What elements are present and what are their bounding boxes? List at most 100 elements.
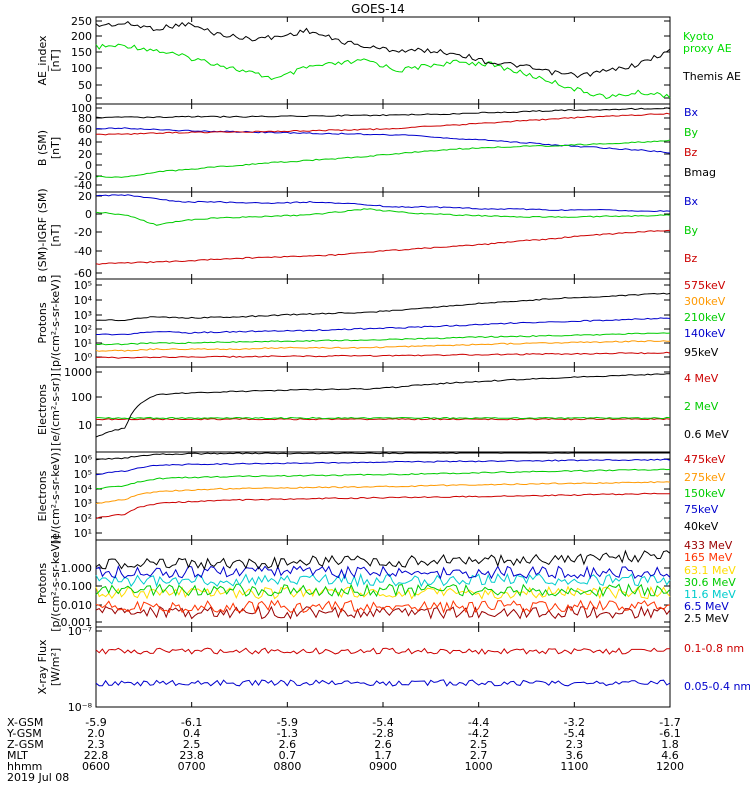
time-row-value: 0800 — [273, 760, 301, 773]
time-row-value: 1100 — [560, 760, 588, 773]
y-tick-label: 0 — [85, 92, 92, 105]
legend-label: 2 MeV — [684, 400, 719, 413]
panel-frame — [95, 16, 671, 105]
y-tick-label: 10⁵ — [74, 468, 92, 481]
time-row-value: -4.4 — [468, 716, 489, 729]
y-tick-label: 100 — [71, 102, 92, 115]
y-axis-label: Protons — [36, 302, 49, 343]
time-row-value: 1000 — [465, 760, 493, 773]
time-row-label: hhmm — [7, 760, 42, 773]
legend-label: 63.1 MeV — [684, 564, 736, 577]
y-tick-label: 10³ — [74, 497, 92, 510]
time-row-value: -5.4 — [564, 727, 585, 740]
series-line — [95, 468, 671, 490]
time-row-value: 2.0 — [87, 727, 105, 740]
time-row-value: 2.6 — [374, 738, 392, 751]
series-line — [95, 20, 671, 79]
panel-6: 0.001 0.010 0.100 1.000 Protons [p/(cm²-s-sr-… — [36, 535, 736, 632]
legend-label: 210keV — [684, 311, 726, 324]
legend-label: 150keV — [684, 487, 726, 500]
time-row-label: MLT — [7, 749, 28, 762]
y-tick-label: 200 — [71, 30, 92, 43]
time-row-value: 1.8 — [661, 738, 679, 751]
y-tick-label: 0 — [85, 159, 92, 172]
y-tick-label: 10⁵ — [74, 279, 92, 292]
y-tick-label: 0.001 — [61, 616, 93, 629]
time-row-label: Z-GSM — [7, 738, 44, 751]
legend-label: Themis AE — [682, 70, 741, 83]
y-tick-label: 10³ — [74, 309, 92, 322]
legend-label: Bz — [684, 252, 698, 265]
series-line — [95, 572, 671, 588]
time-row-value: -5.9 — [85, 716, 106, 729]
legend-label: 475keV — [684, 453, 726, 466]
date-label: 2019 Jul 08 — [7, 771, 69, 784]
y-tick-label: 150 — [71, 46, 92, 59]
y-tick-label: 10¹ — [74, 337, 92, 350]
y-tick-label: -60 — [74, 267, 92, 280]
time-row-value: 0600 — [82, 760, 110, 773]
chart-title: GOES-14 — [351, 2, 405, 16]
series-line — [95, 418, 671, 421]
series-line — [95, 679, 671, 687]
legend-label: By — [684, 224, 699, 237]
time-row-value: 1200 — [656, 760, 684, 773]
y-tick-label: 250 — [71, 15, 92, 28]
legend-label: proxy AE — [683, 42, 732, 55]
y-tick-label: -40 — [74, 179, 92, 192]
y-tick-label: 0.010 — [61, 599, 93, 612]
time-row-value: -1.3 — [277, 727, 298, 740]
legend-label: 0.6 MeV — [684, 428, 729, 441]
panel-frame — [95, 626, 671, 708]
y-tick-label: 60 — [78, 123, 92, 136]
y-tick-label: 20 — [78, 148, 92, 161]
y-tick-label: 20 — [78, 190, 92, 203]
y-tick-label: -20 — [74, 170, 92, 183]
time-row-value: 0.4 — [183, 727, 201, 740]
time-row-value: -5.4 — [372, 716, 393, 729]
legend-label: 11.6 MeV — [684, 588, 736, 601]
legend-label: Kyoto — [683, 30, 714, 43]
y-axis-label: [W/m²] — [49, 648, 62, 686]
legend-label: 165 MeV — [684, 551, 733, 564]
y-tick-label: 10⁰ — [74, 351, 93, 364]
time-row-value: 2.5 — [470, 738, 488, 751]
series-line — [95, 481, 671, 504]
time-row-value: 1.7 — [374, 749, 392, 762]
y-axis-label: Protons — [36, 563, 49, 604]
legend-label: 40keV — [684, 520, 719, 533]
legend-label: 275keV — [684, 471, 726, 484]
time-row-value: 2.3 — [87, 738, 105, 751]
time-row-value: 3.6 — [566, 749, 584, 762]
series-line — [96, 332, 671, 346]
y-axis-label: X-ray Flux — [36, 639, 49, 695]
legend-label: 2.5 MeV — [684, 612, 729, 625]
series-line — [96, 351, 671, 359]
time-row-value: 0900 — [369, 760, 397, 773]
time-row-value: 2.7 — [470, 749, 488, 762]
y-tick-label: 10 — [78, 419, 92, 432]
legend-label: Bz — [684, 146, 698, 159]
y-tick-label: 80 — [78, 112, 92, 125]
series-line — [96, 317, 671, 336]
series-line — [95, 647, 671, 655]
legend-label: Bmag — [684, 166, 716, 179]
y-axis-label: [e/(cm²-s-sr-keV)] — [49, 448, 62, 544]
y-tick-label: 10⁻⁸ — [68, 701, 93, 714]
series-line — [95, 340, 671, 352]
panel-7: 10⁻⁸ 10⁻⁷ X-ray Flux [W/m²] 0.1-0.8 nm 0.05-0… — [36, 625, 750, 714]
legend-label: 6.5 MeV — [684, 600, 729, 613]
legend-label: Bx — [684, 106, 699, 119]
y-axis-label: Electrons — [36, 384, 49, 435]
y-axis-label: [nT] — [49, 49, 62, 71]
y-tick-label: 100 — [71, 391, 92, 404]
series-line — [95, 549, 671, 571]
series-line — [95, 583, 671, 598]
y-tick-label: 50 — [78, 79, 92, 92]
legend-label: 300keV — [684, 295, 726, 308]
time-row-label: Y-GSM — [6, 727, 42, 740]
y-axis-label: [nT] — [49, 224, 62, 246]
